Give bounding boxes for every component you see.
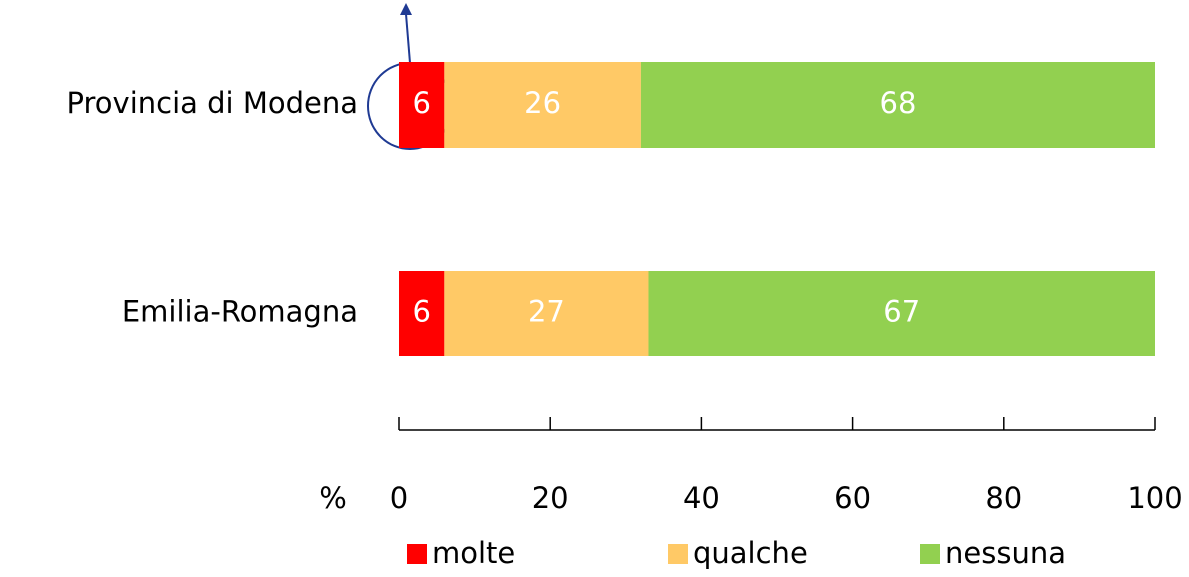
bar-segment — [648, 271, 1155, 356]
legend-label: molte — [432, 536, 515, 570]
bar-segment — [399, 62, 445, 148]
data-label: 68 — [880, 86, 917, 120]
data-label: 6 — [412, 86, 430, 120]
x-tick-label: 40 — [683, 481, 720, 515]
bar-segment — [399, 271, 445, 356]
legend-swatch — [920, 544, 940, 564]
annotation-arrow — [405, 13, 411, 64]
x-tick-label: 60 — [834, 481, 871, 515]
data-label: 27 — [528, 295, 565, 329]
category-label: Provincia di Modena — [67, 86, 358, 120]
bar-segment — [444, 62, 641, 148]
arrow-head — [400, 3, 412, 15]
legend-label: nessuna — [945, 536, 1066, 570]
legend-swatch — [407, 544, 427, 564]
data-label: 6 — [412, 295, 430, 329]
x-tick-label: 100 — [1127, 481, 1182, 515]
bar-segment — [640, 62, 1155, 148]
data-label: 26 — [524, 86, 561, 120]
x-tick-label: 20 — [532, 481, 569, 515]
category-label: Emilia-Romagna — [122, 295, 358, 329]
x-axis-label: % — [319, 481, 347, 515]
bar-segment — [444, 271, 649, 356]
data-label: 67 — [883, 295, 920, 329]
x-tick-label: 80 — [985, 481, 1022, 515]
x-tick-label: 0 — [390, 481, 408, 515]
legend-swatch — [668, 544, 688, 564]
legend-label: qualche — [693, 536, 808, 570]
